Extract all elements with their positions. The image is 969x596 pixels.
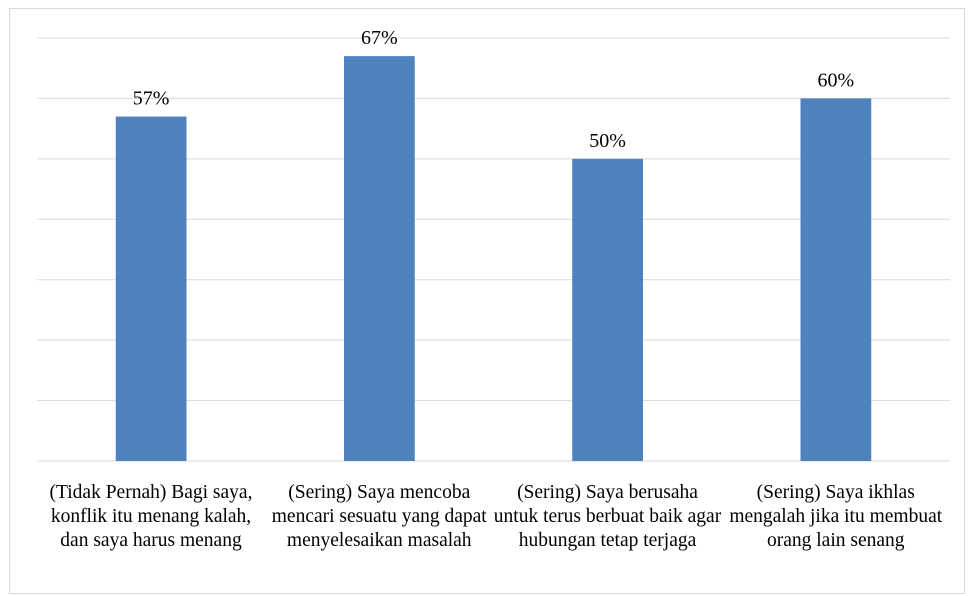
bar <box>572 158 644 461</box>
data-label: 60% <box>818 69 855 91</box>
x-tick-label: (Tidak Pernah) Bagi saya, konflik itu me… <box>49 482 253 551</box>
bar <box>343 56 415 461</box>
bar <box>115 116 187 462</box>
bar <box>800 98 872 461</box>
chart-frame <box>9 8 965 594</box>
data-label: 50% <box>589 130 626 152</box>
x-tick-label: (Sering) Saya ikhlas mengalah jika itu m… <box>729 482 943 551</box>
x-tick-label: (Sering) Saya berusaha untuk terus berbu… <box>493 482 722 551</box>
x-tick-label: (Sering) Saya mencoba mencari sesuatu ya… <box>271 482 487 551</box>
data-label: 67% <box>361 27 398 49</box>
data-label: 57% <box>133 88 170 110</box>
